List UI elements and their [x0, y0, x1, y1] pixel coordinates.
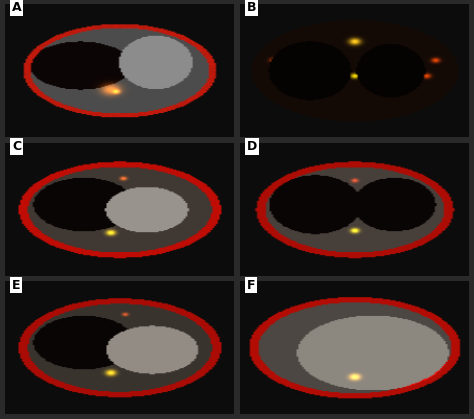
Text: D: D	[247, 140, 257, 153]
Text: F: F	[247, 279, 255, 292]
Text: C: C	[12, 140, 21, 153]
Text: B: B	[247, 2, 256, 15]
Text: A: A	[12, 2, 21, 15]
Text: E: E	[12, 279, 20, 292]
